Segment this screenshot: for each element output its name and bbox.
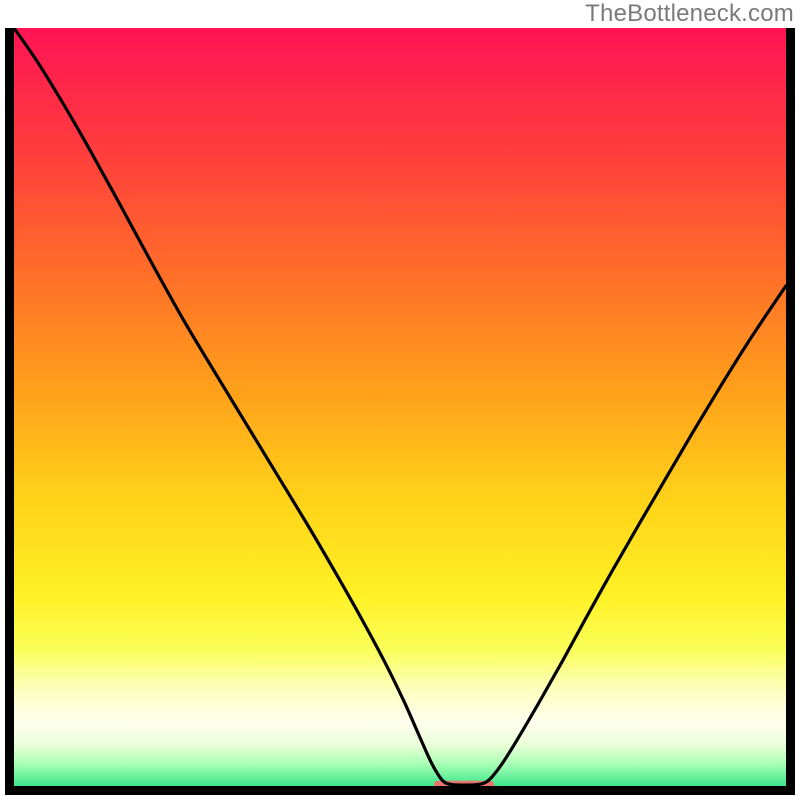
frame-right [786,28,795,795]
watermark-text: TheBottleneck.com [585,0,794,28]
frame-left [5,28,14,795]
gradient-background [5,28,795,795]
bottleneck-chart-container: TheBottleneck.com [0,0,800,800]
bottleneck-curve-chart [0,0,800,800]
frame-bottom [5,786,795,795]
